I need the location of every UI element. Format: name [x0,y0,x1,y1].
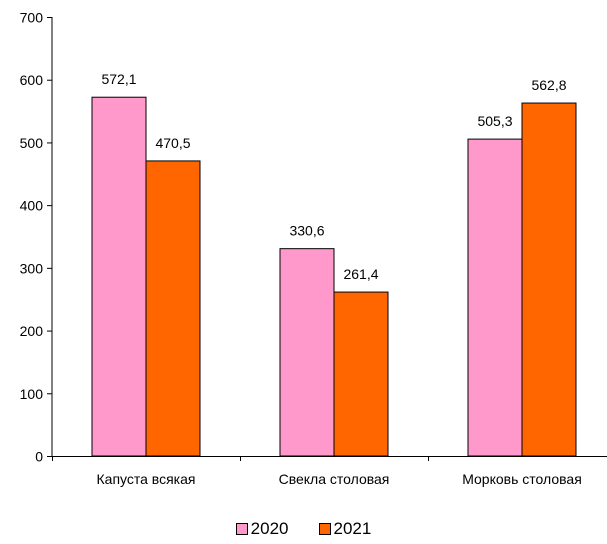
legend: 2020 2021 [0,519,607,539]
y-tick-label: 300 [20,260,44,276]
bar-2020-2 [467,138,523,457]
data-label: 572,1 [101,71,136,87]
bars [91,96,577,457]
x-axis: Капуста всякая Свекла столовая Морковь сто… [52,456,607,487]
category-label: Свекла столовая [279,471,390,487]
y-tick-label: 100 [20,386,44,402]
bar-2020-1 [279,248,335,457]
data-label: 505,3 [477,113,512,129]
bar-2021-1 [333,291,389,457]
y-tick-label: 600 [20,72,44,88]
y-tick-label: 500 [20,135,44,151]
category-label: Капуста всякая [97,471,196,487]
y-axis: 0 100 200 300 400 500 600 700 [20,10,53,465]
data-label: 562,8 [531,77,566,93]
legend-label: 2021 [333,519,372,538]
bar-2020-0 [91,96,147,457]
category-label: Морковь столовая [462,471,582,487]
y-tick-label: 0 [35,449,43,465]
bar-2021-0 [145,160,201,457]
y-tick-label: 200 [20,323,44,339]
data-label: 261,4 [343,266,378,282]
legend-item: 2020 [235,519,289,539]
data-labels: 572,1 470,5 330,6 261,4 505,3 562,8 [101,71,566,282]
legend-item: 2021 [318,519,372,539]
bar-2021-2 [521,102,577,457]
data-label: 330,6 [289,223,324,239]
legend-swatch [318,523,331,535]
y-tick-label: 700 [20,10,44,26]
y-tick-label: 400 [20,198,44,214]
legend-label: 2020 [250,519,289,538]
data-label: 470,5 [155,135,190,151]
legend-swatch [235,523,248,535]
